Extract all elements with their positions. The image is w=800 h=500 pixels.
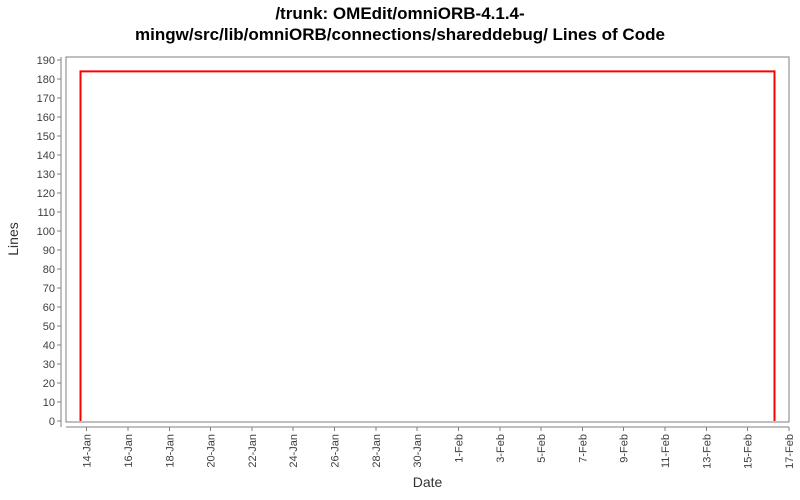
- x-tick-label: 28-Jan: [371, 434, 383, 468]
- y-tick-label: 60: [43, 302, 55, 314]
- y-tick-label: 150: [37, 131, 55, 143]
- y-tick-label: 90: [43, 245, 55, 257]
- chart-title: /trunk: OMEdit/omniORB-4.1.4- mingw/src/…: [0, 3, 800, 45]
- x-tick-label: 3-Feb: [495, 434, 507, 463]
- plot-border: [65, 56, 790, 423]
- y-tick-label: 70: [43, 283, 55, 295]
- x-tick-label: 16-Jan: [123, 434, 135, 468]
- y-tick-label: 50: [43, 321, 55, 333]
- x-tick-label: 24-Jan: [288, 434, 300, 468]
- y-tick-label: 40: [43, 340, 55, 352]
- series-line: [79, 70, 776, 421]
- y-tick-label: 160: [37, 112, 55, 124]
- y-tick-label: 120: [37, 188, 55, 200]
- chart-title-line-2: mingw/src/lib/omniORB/connections/shared…: [135, 25, 665, 44]
- x-tick-label: 17-Feb: [784, 434, 796, 469]
- y-tick-label: 100: [37, 226, 55, 238]
- x-tick-label: 7-Feb: [577, 434, 589, 463]
- x-tick-label: 26-Jan: [330, 434, 342, 468]
- y-tick-label: 20: [43, 378, 55, 390]
- x-tick-label: 11-Feb: [660, 434, 672, 468]
- y-tick-label: 140: [37, 150, 55, 162]
- x-tick-label: 13-Feb: [701, 434, 713, 469]
- y-tick-label: 30: [43, 359, 55, 371]
- y-tick-label: 170: [37, 93, 55, 105]
- x-tick-label: 30-Jan: [412, 434, 424, 468]
- x-tick-label: 18-Jan: [164, 434, 176, 468]
- x-tick-label: 9-Feb: [619, 434, 631, 463]
- y-tick-label: 10: [43, 397, 55, 409]
- y-tick-label: 130: [37, 169, 55, 181]
- y-tick-label: 0: [49, 416, 55, 428]
- chart-title-line-1: /trunk: OMEdit/omniORB-4.1.4-: [275, 4, 525, 23]
- x-tick-label: 20-Jan: [206, 434, 218, 468]
- x-tick-label: 15-Feb: [743, 434, 755, 469]
- x-tick-label: 14-Jan: [82, 434, 94, 468]
- y-tick-label: 190: [37, 55, 55, 67]
- y-tick-label: 110: [37, 207, 55, 219]
- x-axis-label: Date: [412, 474, 443, 490]
- y-tick-label: 80: [43, 264, 55, 276]
- x-tick-label: 1-Feb: [453, 434, 465, 463]
- x-tick-label: 22-Jan: [247, 434, 259, 468]
- x-tick-label: 5-Feb: [536, 434, 548, 463]
- y-tick-label: 180: [37, 74, 55, 86]
